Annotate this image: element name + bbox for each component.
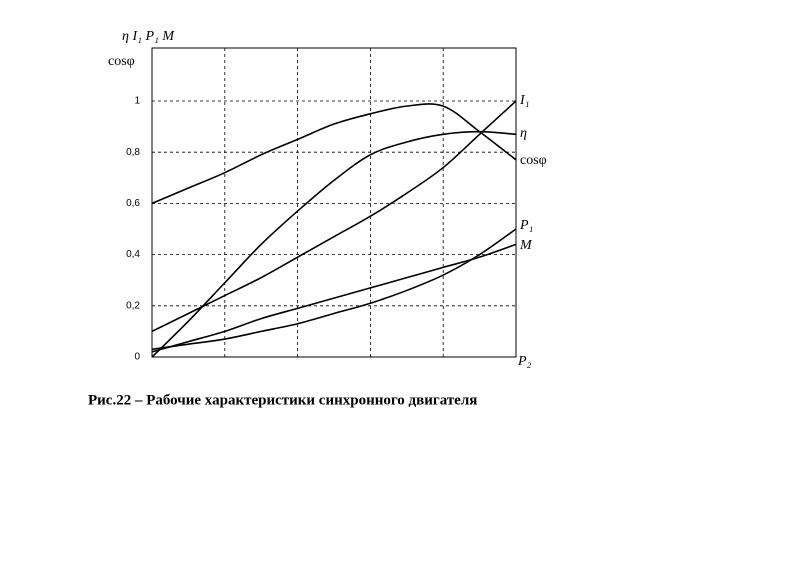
y-tick-label: 0,8 [126, 147, 140, 158]
series-label: cosφ [520, 153, 547, 168]
y-tick-label: 0,6 [126, 198, 140, 209]
y-axis-label: cosφ [108, 54, 135, 69]
line [151, 243, 517, 353]
series-label: P₁ [519, 218, 533, 233]
y-tick-label: 0,2 [126, 300, 140, 311]
plot-frame [151, 47, 517, 358]
line [151, 100, 517, 333]
series-label: M [519, 238, 533, 253]
series-label: η [520, 126, 527, 141]
line [151, 228, 517, 351]
line [151, 130, 517, 358]
x-axis-label: P₂ [517, 354, 532, 369]
y-axis-label: η I₁ P₁ M [122, 29, 175, 44]
y-tick-label: 0,4 [126, 249, 140, 260]
caption: Рис.22 – Рабочие характеристики синхронн… [88, 392, 477, 408]
series-label: I₁ [519, 93, 530, 108]
y-tick-label: 1 [134, 96, 140, 107]
y-tick-label: 0 [134, 352, 140, 363]
line [151, 103, 517, 205]
